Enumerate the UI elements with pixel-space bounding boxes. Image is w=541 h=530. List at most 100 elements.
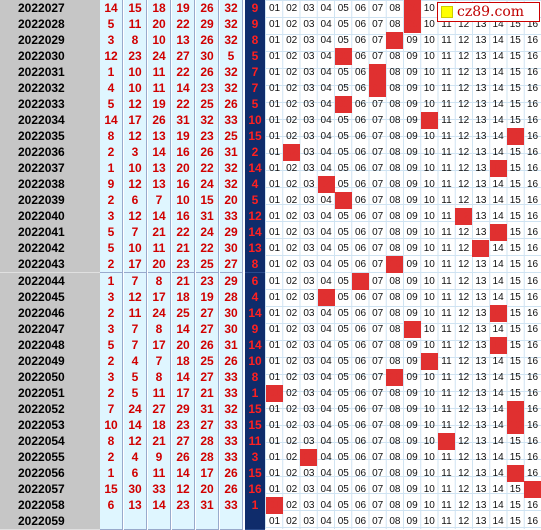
blue-hit-cell: 07 xyxy=(369,80,387,98)
blue-trend-cell: 02 xyxy=(286,291,298,303)
blue-trend-cell: 03 xyxy=(303,275,315,287)
blue-ball-number: 6 xyxy=(245,272,265,290)
issue-number: 2022046 xyxy=(0,304,100,322)
table-row: 2022031 1 10 11 22 26 32 7 01 02 03 04 05 06 07 08 09 10 1… xyxy=(0,64,541,82)
blue-trend-cell: 02 xyxy=(286,435,298,447)
blue-trend-cell: 14 xyxy=(492,483,504,495)
blue-trend-cell: 04 xyxy=(320,227,332,239)
blue-trend-cell: 11 xyxy=(441,19,452,31)
blue-trend-cell: 06 xyxy=(354,3,367,14)
blue-trend-cell: 03 xyxy=(303,51,315,63)
blue-trend-cell: 12 xyxy=(458,83,470,95)
blue-trend-cell: 04 xyxy=(320,163,332,175)
blue-trend-cell: 13 xyxy=(475,387,487,399)
issue-number: 2022056 xyxy=(0,464,100,482)
red-ball-number: 7 xyxy=(148,352,171,370)
blue-trend-cell: 04 xyxy=(320,115,332,127)
red-ball-number: 12 xyxy=(100,48,123,66)
issue-number: 2022030 xyxy=(0,48,100,66)
table-row: 2022050 3 5 8 14 27 33 8 01 02 03 04 05 06 07 08 09 10 11 1… xyxy=(0,368,541,386)
blue-ball-number: 15 xyxy=(245,416,265,434)
red-ball-number: 17 xyxy=(124,112,147,130)
blue-trend-cell: 03 xyxy=(303,211,315,223)
blue-ball-number: 3 xyxy=(245,448,265,466)
red-ball-number: 12 xyxy=(124,288,147,306)
red-ball-number: 18 xyxy=(172,288,195,306)
blue-trend-cell: 02 xyxy=(286,51,298,63)
blue-trend-cell: 15 xyxy=(509,67,521,79)
table-row: 2022029 3 8 10 13 26 32 8 01 02 03 04 05 06 07 08 09 10 11… xyxy=(0,32,541,50)
issue-number: 2022028 xyxy=(0,16,100,34)
blue-trend-cell: 10 xyxy=(423,291,435,303)
blue-trend-cell: 01 xyxy=(268,179,281,191)
blue-trend-cell: 16 xyxy=(526,131,539,143)
blue-trend-cell: 06 xyxy=(354,387,367,399)
red-ball-number: 20 xyxy=(148,16,171,34)
blue-trend-cell: 02 xyxy=(286,19,298,31)
blue-trend-cell: 09 xyxy=(406,467,418,479)
blue-trend-cell: 01 xyxy=(268,227,281,239)
blue-trend-cell: 12 xyxy=(458,483,470,495)
blue-trend-cell: 16 xyxy=(526,243,539,255)
red-ball-number: 32 xyxy=(220,16,243,34)
blue-trend-cell: 01 xyxy=(268,3,281,14)
red-ball-number: 10 xyxy=(124,64,147,82)
blue-trend-cell: 01 xyxy=(268,419,281,431)
blue-trend-cell: 16 xyxy=(526,51,539,63)
red-ball-number: 24 xyxy=(196,224,219,242)
blue-trend-cell: 10 xyxy=(423,515,435,527)
blue-trend-cell: 11 xyxy=(441,515,452,527)
blue-trend-cell: 08 xyxy=(389,467,401,479)
red-ball-number: 26 xyxy=(196,32,219,50)
red-ball-number: 24 xyxy=(148,48,171,66)
red-ball-number: 8 xyxy=(148,368,171,386)
blue-trend-cell: 01 xyxy=(268,259,281,271)
red-ball-number: 1 xyxy=(100,272,123,290)
blue-trend-cell: 03 xyxy=(303,291,315,303)
blue-trend-cell: 09 xyxy=(406,51,418,63)
blue-trend-cell: 12 xyxy=(458,275,470,287)
red-ball-number: 18 xyxy=(148,416,171,434)
blue-trend-cell: 08 xyxy=(389,307,401,319)
blue-ball-number: 7 xyxy=(245,80,265,98)
blue-trend-cell: 05 xyxy=(337,355,349,367)
site-logo[interactable]: cz89.com xyxy=(437,2,540,22)
blue-trend-cell: 08 xyxy=(389,195,401,207)
blue-trend-cell: 11 xyxy=(441,211,452,223)
blue-trend-cell: 01 xyxy=(268,435,281,447)
blue-trend-cell: 05 xyxy=(337,3,349,14)
blue-trend-cell: 08 xyxy=(389,499,401,511)
red-ball-number: 33 xyxy=(220,496,243,514)
issue-number: 2022042 xyxy=(0,240,100,258)
blue-trend-cell: 04 xyxy=(320,275,332,287)
blue-trend-cell: 01 xyxy=(268,307,281,319)
blue-hit-cell: 03 xyxy=(300,448,318,466)
red-ball-number: 22 xyxy=(172,16,195,34)
blue-trend-cell: 05 xyxy=(337,227,349,239)
red-ball-number: 16 xyxy=(172,208,195,226)
red-ball-number: 20 xyxy=(196,480,219,498)
blue-trend-cell: 01 xyxy=(268,403,281,415)
blue-trend-cell: 11 xyxy=(441,403,452,415)
blue-ball-number: 15 xyxy=(245,400,265,418)
blue-trend-cell: 11 xyxy=(441,339,452,351)
blue-trend-cell: 06 xyxy=(354,467,367,479)
blue-trend-cell: 16 xyxy=(526,387,539,399)
blue-trend-cell: 16 xyxy=(526,451,539,463)
blue-trend-cell: 07 xyxy=(372,99,384,111)
blue-hit-cell: 08 xyxy=(386,32,404,50)
blue-trend-cell: 08 xyxy=(389,83,401,95)
blue-trend-cell: 12 xyxy=(458,115,470,127)
blue-trend-cell: 02 xyxy=(286,275,298,287)
blue-trend-cell: 14 xyxy=(492,371,504,383)
red-ball-number: 26 xyxy=(196,0,219,17)
blue-trend-cell: 10 xyxy=(423,323,435,335)
blue-hit-cell: 07 xyxy=(369,64,387,82)
blue-trend-cell: 09 xyxy=(406,147,418,159)
blue-trend-cell: 11 xyxy=(441,131,452,143)
blue-trend-cell: 08 xyxy=(389,99,401,111)
blue-trend-cell: 07 xyxy=(372,371,384,383)
red-ball-number: 7 xyxy=(124,336,147,354)
red-ball-number: 2 xyxy=(100,448,123,466)
